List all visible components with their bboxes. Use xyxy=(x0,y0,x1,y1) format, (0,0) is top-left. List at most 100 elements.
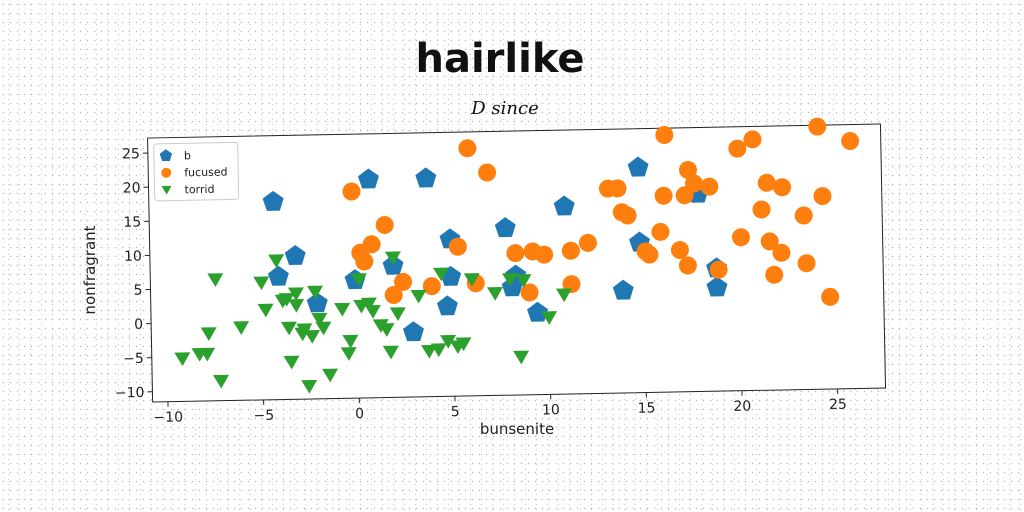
data-point xyxy=(773,178,792,197)
data-point xyxy=(709,260,728,279)
data-point xyxy=(340,347,357,361)
data-point xyxy=(765,265,784,284)
data-point xyxy=(458,139,477,158)
data-point xyxy=(421,344,438,359)
series-torrid xyxy=(174,251,572,394)
data-point xyxy=(342,182,361,201)
data-point xyxy=(440,334,457,349)
data-point xyxy=(278,292,295,307)
data-point xyxy=(757,173,776,192)
data-point xyxy=(306,292,328,313)
y-tick-label: 0 xyxy=(134,317,143,333)
data-point xyxy=(494,217,516,238)
data-point xyxy=(478,163,497,182)
data-point xyxy=(535,245,554,264)
data-point xyxy=(357,168,379,189)
legend-label: torrid xyxy=(184,183,214,197)
chart-title: hairlike xyxy=(416,36,585,82)
x-tick-label: 10 xyxy=(542,402,560,418)
data-point xyxy=(728,139,747,158)
data-point xyxy=(288,298,305,313)
data-point xyxy=(808,117,827,136)
data-point xyxy=(253,276,270,291)
y-tick-label: 5 xyxy=(133,283,142,299)
x-tick-label: 25 xyxy=(829,397,847,413)
data-point xyxy=(670,240,689,259)
chart-subtitle: D since xyxy=(470,98,538,119)
data-point xyxy=(797,254,816,273)
y-tick-label: 25 xyxy=(122,146,140,162)
data-point xyxy=(618,206,637,225)
data-point xyxy=(541,311,558,325)
data-point xyxy=(794,206,813,225)
y-tick-label: 15 xyxy=(123,214,141,230)
data-point xyxy=(506,244,525,263)
data-point xyxy=(362,235,381,254)
x-tick-label: 0 xyxy=(355,406,364,422)
data-point xyxy=(268,254,285,269)
x-tick-label: −5 xyxy=(253,408,274,424)
data-point xyxy=(502,273,519,287)
data-point xyxy=(301,379,318,394)
x-tick-label: −10 xyxy=(153,409,183,426)
data-point xyxy=(706,276,728,297)
y-tick-label: 10 xyxy=(124,249,142,265)
data-point xyxy=(334,302,351,317)
data-point xyxy=(296,323,313,338)
data-point xyxy=(199,347,216,362)
series-fucused xyxy=(342,117,860,306)
legend-box xyxy=(153,141,240,202)
data-point xyxy=(384,286,403,305)
data-point xyxy=(375,215,394,234)
data-point xyxy=(655,125,674,144)
data-point xyxy=(304,330,321,344)
data-point xyxy=(233,321,250,335)
data-point xyxy=(307,285,324,300)
data-point xyxy=(315,321,332,336)
data-point xyxy=(760,232,779,251)
data-point xyxy=(513,350,530,365)
data-point xyxy=(382,345,399,360)
data-point xyxy=(654,186,673,205)
data-point xyxy=(311,312,328,327)
data-point xyxy=(200,327,217,341)
data-point xyxy=(287,287,304,302)
data-point xyxy=(394,272,413,291)
data-point xyxy=(342,334,359,349)
data-point xyxy=(813,187,832,206)
data-point xyxy=(821,287,840,306)
data-point xyxy=(612,279,634,300)
x-axis: −10 −5 0 5 10 15 20 25 xyxy=(153,388,847,426)
data-point xyxy=(284,244,306,265)
data-point xyxy=(520,283,539,302)
data-point xyxy=(486,286,503,301)
data-point xyxy=(257,303,274,318)
data-point xyxy=(322,368,339,383)
x-tick-label: 20 xyxy=(733,399,751,415)
data-point xyxy=(410,289,427,304)
data-point xyxy=(627,156,649,177)
y-tick-label: −5 xyxy=(123,351,144,367)
data-point xyxy=(515,274,532,288)
data-point xyxy=(743,130,762,149)
data-point xyxy=(455,337,472,352)
data-point xyxy=(463,273,480,287)
data-point xyxy=(561,241,580,260)
x-tick-label: 15 xyxy=(638,400,656,416)
legend-label: b xyxy=(184,149,191,162)
data-point xyxy=(684,174,703,193)
data-point xyxy=(436,295,458,316)
data-point xyxy=(555,288,572,303)
legend-marker xyxy=(161,167,172,178)
data-point xyxy=(360,297,377,312)
data-point xyxy=(415,167,437,188)
data-point xyxy=(364,304,381,319)
data-point xyxy=(283,355,300,370)
data-marks xyxy=(174,117,860,394)
data-point xyxy=(422,277,441,296)
legend-marker xyxy=(161,185,172,195)
data-point xyxy=(553,195,575,216)
x-axis-label: bunsenite xyxy=(480,420,554,438)
plot-group: −10 −5 0 5 10 15 20 25 −10 −5 0 5 10 15 20 25 b fucused… xyxy=(115,117,887,426)
data-point xyxy=(213,374,230,389)
